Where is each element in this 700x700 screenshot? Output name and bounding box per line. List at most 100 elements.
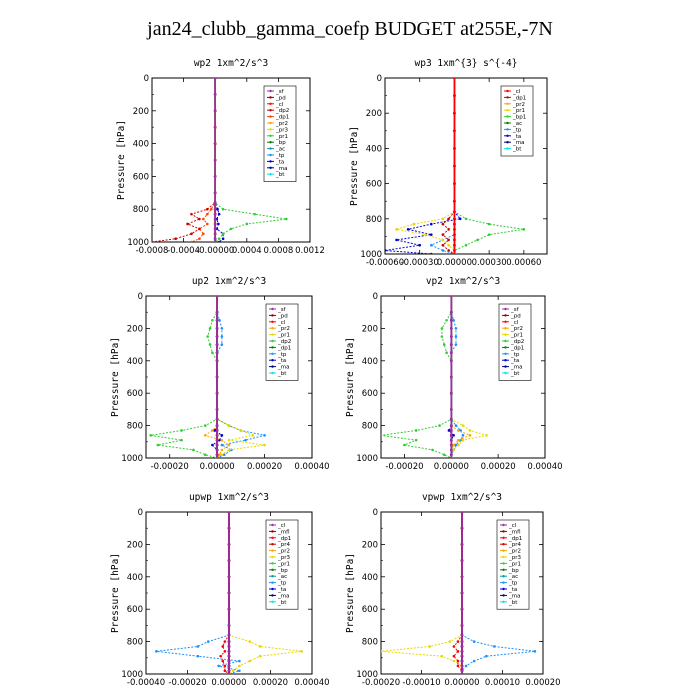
panel-6: vpwp 1xm^2/s^3 Pressure [hPa] 0 200 400 600 80… xyxy=(345,492,561,688)
y-tick-label: 0 xyxy=(377,74,382,84)
y-tick-label: 0 xyxy=(373,292,378,302)
data-point xyxy=(223,650,227,653)
data-point xyxy=(406,228,410,231)
data-point xyxy=(203,424,207,427)
legend-marker xyxy=(271,523,274,527)
legend-marker xyxy=(269,153,272,157)
panel-title: vp2 1xm^2/s^3 xyxy=(426,276,500,287)
legend-label: _ta xyxy=(277,358,286,364)
y-tick-label: 0 xyxy=(373,508,378,518)
data-point xyxy=(460,543,464,546)
data-point xyxy=(452,659,456,663)
data-point xyxy=(452,434,455,437)
legend-marker xyxy=(506,147,509,150)
data-point xyxy=(253,212,256,216)
legend-label: _pr1 xyxy=(277,333,290,339)
data-point xyxy=(460,607,464,611)
data-point xyxy=(454,327,458,330)
data-point xyxy=(456,659,460,663)
data-point xyxy=(459,429,462,432)
data-point xyxy=(213,201,217,204)
x-tick-label: 0.00040 xyxy=(527,462,562,472)
data-point xyxy=(453,94,456,97)
data-point xyxy=(215,391,219,395)
y-tick-label: 0 xyxy=(138,508,143,518)
legend-marker xyxy=(271,562,274,565)
data-point xyxy=(457,429,460,432)
data-point xyxy=(453,182,456,185)
data-point xyxy=(227,645,231,648)
legend-label: _cl xyxy=(510,320,519,326)
data-point xyxy=(447,217,450,221)
data-point xyxy=(180,429,183,432)
data-point xyxy=(440,335,444,338)
data-point xyxy=(220,434,224,437)
data-point xyxy=(487,233,491,236)
data-point xyxy=(472,659,476,663)
data-point xyxy=(221,659,225,663)
data-point xyxy=(449,453,453,457)
data-point xyxy=(213,191,217,195)
legend-marker xyxy=(271,327,274,330)
legend: _sf_pd_cl_pr2_pr1_dp2_dp1_tp_ta_ma_bt xyxy=(265,303,299,381)
y-tick-label: 200 xyxy=(366,109,382,119)
data-point xyxy=(227,654,231,658)
legend-marker xyxy=(271,359,274,362)
y-axis-label: Pressure [hPa] xyxy=(116,120,127,200)
legend-marker xyxy=(271,320,274,323)
data-point xyxy=(464,243,468,247)
data-point xyxy=(220,443,224,447)
legend-label: _tp xyxy=(512,127,522,133)
data-point xyxy=(449,335,453,338)
data-point xyxy=(449,408,453,411)
legend-label: _dp2 xyxy=(277,339,291,345)
panel-title: wp3 1xm^{3} s^{-4} xyxy=(415,58,518,69)
data-point xyxy=(198,237,201,241)
data-point xyxy=(174,237,177,241)
data-point xyxy=(429,233,433,236)
legend-label: _ta xyxy=(512,134,521,140)
data-point xyxy=(395,228,398,231)
legend-marker xyxy=(506,141,509,144)
data-point xyxy=(452,443,455,447)
data-point xyxy=(223,669,227,673)
legend-label: _tp xyxy=(277,352,287,358)
data-point xyxy=(453,129,456,133)
legend-marker xyxy=(271,307,274,311)
data-point xyxy=(441,217,445,221)
data-point xyxy=(238,664,241,668)
data-point xyxy=(206,335,209,338)
data-point xyxy=(180,438,183,442)
data-point xyxy=(440,327,444,330)
legend-marker xyxy=(271,352,274,355)
data-point xyxy=(219,654,222,658)
legend-marker xyxy=(271,339,274,343)
data-point xyxy=(414,438,418,442)
data-point xyxy=(453,199,456,203)
legend-label: _pr2 xyxy=(277,326,290,332)
legend-label: _ma xyxy=(510,365,522,371)
data-point xyxy=(215,296,219,298)
y-tick-label: 400 xyxy=(362,357,378,367)
data-point xyxy=(220,438,224,442)
legend-marker xyxy=(271,594,274,597)
data-point xyxy=(196,645,200,648)
data-point xyxy=(460,640,464,643)
y-tick-label: 600 xyxy=(362,605,378,615)
panel-2: wp3 1xm^{3} s^{-4} Pressure [hPa] 0 200 400 6… xyxy=(349,58,548,268)
x-tick-label: 0.00060 xyxy=(506,258,541,268)
data-point xyxy=(213,158,217,162)
series-layer xyxy=(381,512,537,674)
data-point xyxy=(429,243,433,247)
data-point xyxy=(215,408,219,411)
legend-label: _bt xyxy=(277,600,287,606)
legend-label: _bt xyxy=(512,147,522,153)
y-axis-label: Pressure [hPa] xyxy=(110,553,121,633)
data-point xyxy=(468,429,472,432)
data-point xyxy=(460,559,464,562)
data-point xyxy=(192,448,195,452)
series-line-dp2 xyxy=(152,78,216,242)
data-point xyxy=(213,232,217,236)
data-point xyxy=(217,664,220,668)
legend-label: _pr1 xyxy=(508,561,521,567)
